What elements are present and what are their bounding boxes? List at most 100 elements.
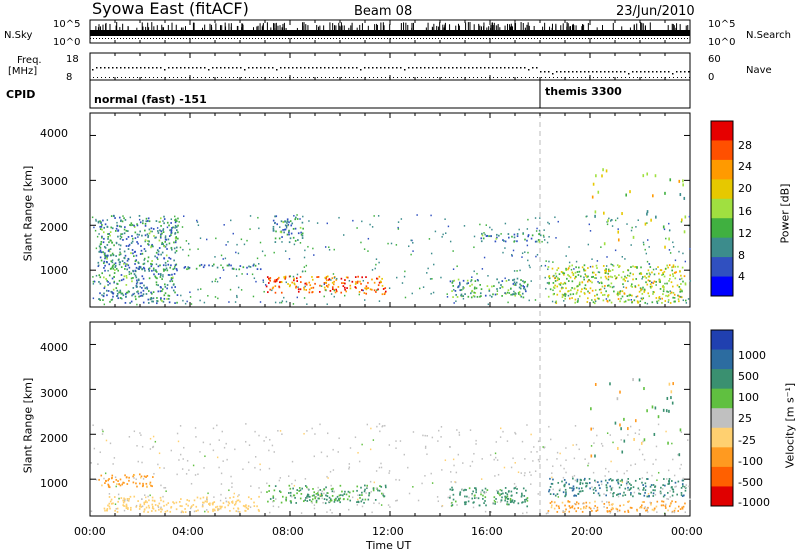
power-cell bbox=[577, 274, 580, 276]
power-cell bbox=[280, 291, 283, 294]
nave-dot bbox=[429, 77, 430, 78]
noise-search-dot bbox=[171, 38, 172, 39]
velocity-cell bbox=[245, 423, 247, 425]
power-cell bbox=[293, 282, 296, 285]
power-cell bbox=[150, 298, 152, 300]
velocity-cell bbox=[506, 440, 509, 442]
noise-sky-spike bbox=[335, 25, 337, 30]
nave-dot bbox=[281, 77, 282, 78]
power-cell bbox=[496, 278, 498, 281]
power-cell bbox=[592, 301, 595, 304]
velocity-cell bbox=[140, 475, 143, 478]
noise-search-dot bbox=[687, 38, 688, 39]
velocity-cell bbox=[268, 467, 271, 470]
power-cell bbox=[343, 234, 345, 236]
power-cell bbox=[272, 286, 275, 289]
velocity-cell bbox=[364, 484, 366, 487]
power-cell bbox=[317, 276, 320, 278]
power-cell bbox=[630, 283, 633, 286]
power-cell bbox=[375, 291, 377, 293]
noise-search-dot bbox=[327, 38, 328, 39]
power-cell bbox=[284, 276, 287, 279]
power-cell bbox=[382, 288, 385, 290]
noise-search-dot bbox=[498, 38, 499, 39]
noise-sky-spike bbox=[142, 26, 144, 30]
power-cell bbox=[332, 273, 335, 275]
power-cell bbox=[586, 215, 588, 218]
nsearch-label: N.Search bbox=[746, 30, 792, 41]
velocity-cell bbox=[643, 458, 646, 461]
velocity-cell bbox=[593, 492, 595, 494]
power-cell bbox=[175, 229, 178, 232]
power-cell bbox=[558, 273, 561, 276]
velocity-cell bbox=[578, 448, 580, 451]
frequency-dot bbox=[156, 67, 158, 69]
power-cell bbox=[617, 294, 619, 297]
power-cell bbox=[329, 289, 332, 292]
velocity-cell bbox=[248, 444, 251, 446]
velocity-cell bbox=[98, 478, 100, 481]
power-cell bbox=[168, 294, 171, 297]
power-cell bbox=[96, 235, 99, 238]
power-colorbar-swatch bbox=[711, 276, 733, 297]
power-cell bbox=[671, 285, 674, 288]
noise-search-dot bbox=[582, 38, 583, 39]
power-cell bbox=[491, 228, 493, 231]
velocity-cell bbox=[233, 492, 235, 495]
power-cell bbox=[182, 299, 184, 302]
power-cell bbox=[586, 276, 588, 279]
power-cell bbox=[501, 280, 504, 283]
velocity-cell bbox=[680, 492, 683, 494]
velocity-cell bbox=[647, 493, 650, 495]
power-cell bbox=[539, 234, 542, 237]
power-cell bbox=[296, 277, 298, 280]
velocity-cell bbox=[334, 498, 337, 501]
power-cell bbox=[344, 288, 346, 291]
velocity-cell bbox=[208, 504, 211, 506]
power-cell bbox=[99, 228, 102, 230]
velocity-cell bbox=[552, 478, 554, 481]
power-cell bbox=[452, 296, 454, 299]
velocity-cell bbox=[595, 481, 597, 483]
velocity-cell bbox=[152, 507, 155, 510]
power-cell bbox=[119, 248, 121, 251]
power-cell bbox=[166, 287, 168, 290]
velocity-cell bbox=[105, 480, 107, 483]
power-cell bbox=[669, 274, 672, 277]
power-cell bbox=[543, 239, 546, 241]
velocity-cell bbox=[245, 504, 247, 507]
power-cell bbox=[99, 282, 102, 285]
velocity-cell bbox=[627, 434, 629, 436]
power-cell bbox=[147, 217, 150, 220]
power-cell bbox=[147, 235, 150, 237]
power-cell bbox=[134, 295, 137, 298]
noise-search-dot bbox=[459, 38, 460, 39]
power-cell bbox=[561, 293, 564, 296]
velocity-cell bbox=[495, 456, 497, 459]
power-cell bbox=[589, 230, 592, 232]
power-cell bbox=[325, 281, 327, 284]
power-cell bbox=[98, 281, 100, 283]
power-cell bbox=[462, 297, 465, 300]
noise-sky-spike bbox=[629, 27, 631, 30]
power-cell bbox=[150, 246, 152, 249]
power-cell bbox=[252, 264, 255, 267]
power-cell bbox=[526, 283, 529, 286]
power-cell bbox=[259, 301, 262, 303]
power-cell bbox=[110, 254, 112, 257]
frequency-dot bbox=[404, 69, 406, 71]
noise-sky-spike bbox=[542, 26, 544, 30]
power-cell bbox=[108, 233, 110, 235]
velocity-cell bbox=[650, 501, 652, 504]
power-cell bbox=[511, 235, 513, 238]
velocity-cell bbox=[272, 505, 275, 508]
power-cell bbox=[594, 273, 597, 276]
velocity-cell bbox=[613, 491, 615, 494]
velocity-cell bbox=[187, 504, 189, 507]
power-cell bbox=[548, 235, 550, 238]
frequency-dot bbox=[412, 67, 414, 69]
power-cell bbox=[150, 263, 153, 265]
noise-search-dot bbox=[474, 38, 475, 39]
frequency-dot bbox=[280, 67, 282, 69]
power-cell bbox=[92, 280, 95, 283]
